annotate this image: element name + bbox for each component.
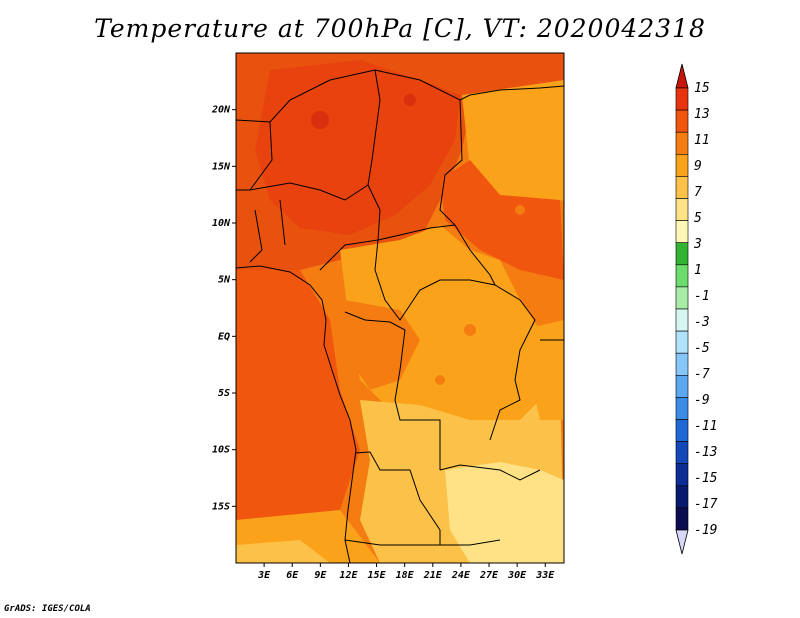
field-speckle: [464, 324, 476, 336]
colorbar-label: 9: [694, 159, 702, 174]
border: [344, 311, 406, 331]
border: [439, 464, 541, 481]
lat-tick-label: 15N: [212, 161, 231, 172]
colorbar-label: -11: [694, 419, 717, 434]
border: [236, 121, 273, 191]
lon-tick-label: 9E: [314, 570, 327, 581]
border: [394, 329, 441, 470]
colorbar-bottom-arrow: [675, 529, 689, 555]
border: [249, 209, 263, 263]
field-speckle: [311, 111, 329, 129]
border: [354, 451, 441, 545]
colorbar: 15 13 11 9 7 5 3 1 -1 -3 -5 -7 -9 -11 -13 -15 -17 -19: [675, 63, 718, 555]
lon-tick-label: 21E: [423, 570, 443, 581]
colorbar-label: 1: [694, 263, 702, 278]
colorbar-segment: [675, 109, 689, 133]
field-west-13: [236, 270, 360, 520]
colorbar-label: 15: [694, 81, 710, 96]
colorbar-segment: [675, 308, 689, 332]
lat-tick-label: 10N: [212, 218, 231, 229]
field-east-9: [520, 320, 564, 420]
colorbar-segment: [675, 485, 689, 509]
colorbar-label: -9: [694, 393, 710, 408]
temperature-field: [236, 53, 564, 563]
field-se-5: [445, 462, 564, 563]
colorbar-segment: [675, 330, 689, 354]
lat-tick-label: 5N: [218, 275, 231, 286]
lat-tick-label: 20N: [211, 105, 231, 116]
lon-tick-label: 18E: [396, 570, 415, 581]
border: [374, 239, 521, 321]
field-ne-13: [440, 160, 564, 280]
border: [489, 299, 536, 441]
colorbar-label: -5: [694, 341, 710, 356]
colorbar-label: 3: [693, 237, 702, 252]
colorbar-label: -17: [694, 497, 718, 512]
colorbar-segment: [675, 463, 689, 487]
colorbar-label: -7: [694, 367, 710, 382]
colorbar-segment: [675, 507, 689, 531]
map-frame: [235, 52, 565, 564]
colorbar-segment: [675, 87, 689, 111]
border: [469, 85, 564, 96]
colorbar-segment: [675, 242, 689, 266]
colorbar-label: -1: [694, 289, 710, 304]
colorbar-segment: [675, 198, 689, 221]
colorbar-label: 13: [694, 107, 710, 122]
border: [439, 99, 496, 286]
colorbar-segment: [675, 264, 689, 288]
colorbar-segment: [675, 286, 689, 310]
lon-tick-label: 33E: [535, 570, 555, 581]
map-borders: [236, 69, 564, 563]
lon-axis: 3E 6E 9E 12E 15E 18E 21E 24E 27E 30E 33E: [257, 563, 555, 581]
border: [279, 199, 286, 246]
border: [377, 224, 456, 241]
colorbar-label: -19: [694, 523, 717, 538]
field-central-11: [345, 300, 420, 390]
lon-tick-label: 6E: [286, 570, 299, 581]
colorbar-label: -15: [694, 471, 718, 486]
field-speckle: [515, 205, 525, 215]
border: [236, 69, 471, 123]
coastline: [236, 265, 357, 563]
colorbar-label: 7: [694, 185, 702, 200]
colorbar-segment: [675, 419, 689, 442]
field-sw-7: [236, 540, 330, 563]
lon-tick-label: 30E: [507, 570, 527, 581]
border: [319, 69, 381, 271]
field-speckle: [404, 94, 416, 106]
map-title: Temperature at 700hPa [C], VT: 202004231…: [94, 14, 706, 43]
colorbar-segment: [675, 176, 689, 199]
lat-tick-label: 5S: [218, 388, 230, 399]
colorbar-label: -3: [694, 315, 710, 330]
lat-tick-label: 15S: [212, 501, 230, 512]
colorbar-segment: [675, 131, 689, 155]
lon-tick-label: 12E: [339, 570, 358, 581]
colorbar-label: -13: [694, 445, 717, 460]
colorbar-segment: [675, 374, 689, 398]
colorbar-segment: [675, 441, 689, 465]
border: [249, 182, 369, 201]
lat-tick-label: 10S: [212, 445, 230, 456]
colorbar-label: 5: [694, 211, 702, 226]
colorbar-segment: [675, 154, 689, 177]
colorbar-segment: [675, 397, 689, 420]
lon-tick-label: 27E: [479, 570, 499, 581]
lat-axis: 20N 15N 10N 5N EQ 5S 10S 15S: [211, 105, 236, 512]
colorbar-label: 11: [694, 133, 710, 148]
field-speckle: [435, 375, 445, 385]
lat-tick-label: EQ: [218, 331, 230, 342]
colorbar-top-arrow: [675, 63, 689, 89]
colorbar-segment: [675, 352, 689, 376]
border: [344, 539, 501, 546]
grads-credit: GrADS: IGES/COLA: [4, 604, 91, 614]
field-ne-9: [462, 80, 564, 205]
lon-tick-label: 3E: [257, 570, 271, 581]
colorbar-segment: [675, 220, 689, 244]
lon-tick-label: 15E: [368, 570, 387, 581]
lon-tick-label: 24E: [451, 570, 471, 581]
field-central-9: [340, 225, 540, 440]
